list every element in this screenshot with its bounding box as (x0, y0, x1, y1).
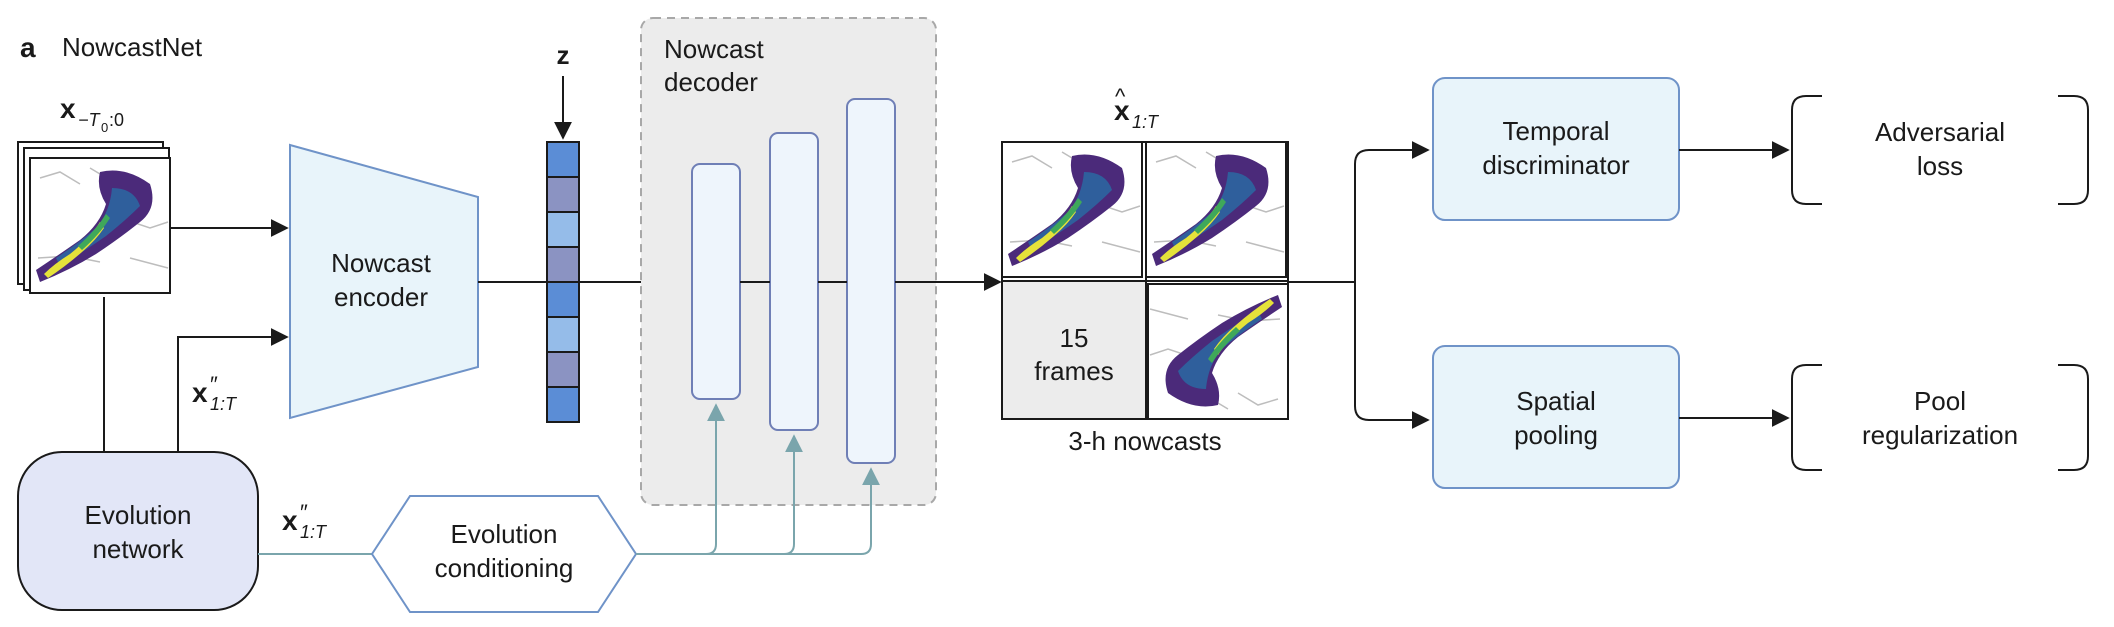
evolution-network-block (17, 451, 259, 611)
latent-z-cell (546, 351, 580, 388)
frames-word: frames (1034, 356, 1113, 386)
temporal-discriminator-label-line1: Temporal (1503, 116, 1610, 146)
encoder-label-line1: Nowcast (331, 248, 431, 278)
output-frame-last (1147, 283, 1289, 420)
pool-regularization-label-line1: Pool (1914, 386, 1966, 416)
output-frame-1 (1001, 141, 1143, 278)
panel-letter: a (20, 32, 36, 63)
x-evo-label-upper: x (192, 377, 208, 408)
evolution-network-label-line1: Evolution (85, 500, 192, 530)
temporal-discriminator-block (1432, 77, 1680, 221)
adversarial-loss-bracket-left (1791, 95, 1822, 205)
spatial-pooling-label-line2: pooling (1514, 420, 1598, 450)
spatial-pooling-block (1432, 345, 1680, 489)
temporal-discriminator-label-line2: discriminator (1482, 150, 1630, 180)
decoder-layer-3 (846, 98, 896, 464)
output-x-sub: 1:T (1132, 112, 1160, 132)
input-x-label: x (60, 93, 76, 124)
input-x-tail: :0 (109, 110, 124, 130)
x-evo-sub-lower: 1:T (300, 522, 328, 542)
adversarial-loss-label-line2: loss (1917, 151, 1963, 181)
decoder-layer-2 (769, 132, 819, 431)
latent-z-cell (546, 141, 580, 178)
decoder-label-line2: decoder (664, 67, 758, 97)
spatial-pooling-label-line1: Spatial (1516, 386, 1596, 416)
output-nowcast-grid (1001, 141, 1289, 420)
latent-z-label: z (557, 40, 570, 70)
latent-z-vector (546, 141, 580, 423)
nowcasts-caption: 3-h nowcasts (1068, 426, 1221, 456)
arrow-to-temporal-discriminator (1354, 141, 1430, 282)
arrow-evolution-to-encoder (177, 328, 289, 452)
decoder-label-line1: Nowcast (664, 34, 764, 64)
x-evo-sub-upper: 1:T (210, 394, 238, 414)
conditioning-label-line2: conditioning (435, 553, 574, 583)
output-frame-2 (1145, 141, 1287, 278)
latent-z-cell (546, 176, 580, 213)
arrow-to-spatial-pooling (1354, 282, 1430, 429)
input-x-sub0: 0 (101, 120, 108, 135)
nowcast-encoder-block (289, 143, 479, 420)
input-x-sub: −T (78, 110, 102, 130)
output-x-label: x (1114, 95, 1130, 126)
latent-z-cell (546, 316, 580, 353)
conditioning-label-line1: Evolution (451, 519, 558, 549)
latent-z-cell (546, 246, 580, 283)
frames-count: 15 (1060, 323, 1089, 353)
output-x-hat: ^ (1115, 84, 1126, 109)
pool-regularization-bracket-left (1791, 364, 1822, 471)
latent-z-cell (546, 386, 580, 423)
input-radar-stack (17, 141, 171, 294)
pool-regularization-label-line2: regularization (1862, 420, 2018, 450)
panel-title: NowcastNet (62, 32, 203, 62)
adversarial-loss-label-line1: Adversarial (1875, 117, 2005, 147)
encoder-label-line2: encoder (334, 282, 428, 312)
pool-regularization-bracket-right (2058, 364, 2089, 471)
latent-z-cell (546, 281, 580, 318)
latent-z-cell (546, 211, 580, 248)
evolution-network-label-line2: network (92, 534, 184, 564)
x-evo-prime-upper: ″ (210, 372, 218, 397)
decoder-layer-1 (691, 163, 741, 400)
adversarial-loss-bracket-right (2058, 95, 2089, 205)
arrow-conditioning-to-layer3 (636, 467, 880, 555)
x-evo-prime-lower: ″ (300, 500, 308, 525)
x-evo-label-lower: x (282, 505, 298, 536)
